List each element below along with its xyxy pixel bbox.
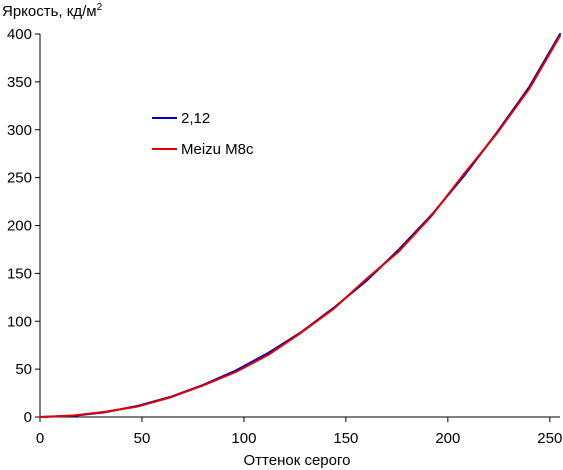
- x-tick-label: 200: [435, 430, 460, 447]
- series-layer: [39, 33, 561, 418]
- x-axis-title: Оттенок серого: [244, 452, 351, 469]
- x-tick-label: 250: [537, 430, 562, 447]
- x-ticks: 0 50 100 150 200 250: [36, 417, 562, 447]
- x-tick-label: 50: [134, 430, 151, 447]
- y-tick-label: 50: [15, 361, 32, 378]
- y-axis-title-superscript: 2: [97, 2, 103, 13]
- y-tick-label: 150: [7, 265, 32, 282]
- svg-text:Яркость, кд/м2: Яркость, кд/м2: [2, 2, 103, 20]
- series-line: [39, 34, 561, 418]
- y-tick-label: 250: [7, 170, 32, 187]
- x-tick-label: 0: [36, 430, 44, 447]
- y-tick-label: 300: [7, 122, 32, 139]
- series-line: [39, 33, 561, 418]
- y-axis-title-text: Яркость, кд/м: [2, 3, 97, 20]
- y-tick-label: 0: [24, 409, 32, 426]
- y-ticks: 0 50 100 150 200 250 300 350 400: [7, 26, 40, 426]
- y-tick-label: 100: [7, 313, 32, 330]
- y-tick-label: 200: [7, 218, 32, 235]
- x-tick-label: 150: [333, 430, 358, 447]
- legend-label: Meizu M8c: [181, 141, 254, 158]
- y-axis-title: Яркость, кд/м2: [2, 2, 103, 20]
- legend: 2,12 Meizu M8c: [152, 110, 254, 158]
- legend-label: 2,12: [181, 110, 210, 127]
- y-tick-label: 350: [7, 74, 32, 91]
- x-tick-label: 100: [231, 430, 256, 447]
- y-tick-label: 400: [7, 26, 32, 43]
